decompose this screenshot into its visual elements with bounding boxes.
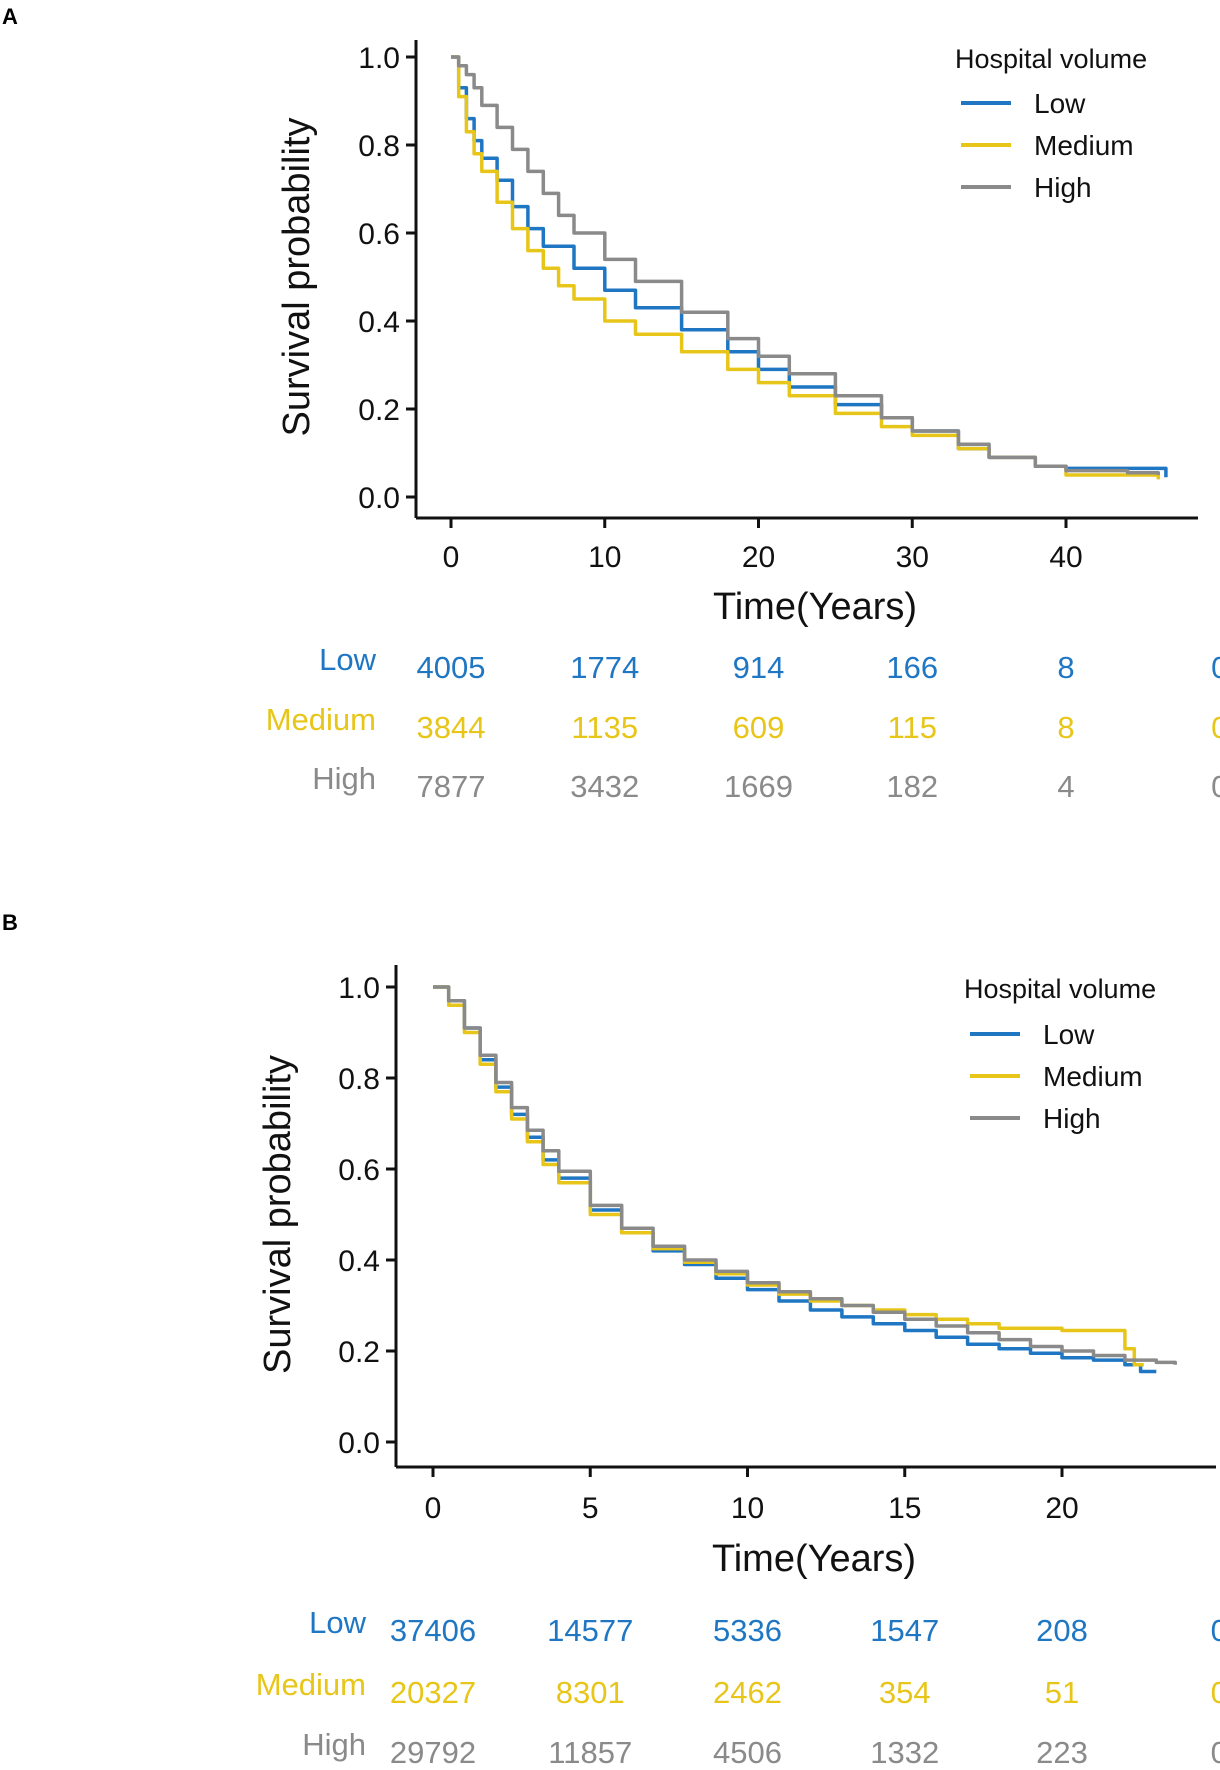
risk-count: 20327 — [390, 1675, 476, 1710]
risk-row-label-low: Low — [319, 642, 376, 677]
risk-row-label-low: Low — [309, 1605, 366, 1640]
y-axis-title: Survival probability — [257, 1055, 299, 1374]
y-tick-label: 0.6 — [338, 1154, 380, 1187]
risk-count: 8301 — [556, 1675, 625, 1710]
y-tick-label: 0.0 — [358, 482, 400, 515]
y-axis-title: Survival probability — [276, 118, 318, 437]
risk-count: 0 — [1211, 1735, 1220, 1770]
risk-row-label-high: High — [302, 1727, 366, 1762]
risk-count: 208 — [1036, 1613, 1088, 1648]
legend-label-low: Low — [1034, 88, 1086, 119]
panel-b: B0.00.20.40.60.81.00 5 10 15 20Time(Years)Su… — [2, 910, 1220, 1770]
legend-title: Hospital volume — [964, 974, 1156, 1004]
y-tick-label: 0.0 — [338, 1427, 380, 1460]
risk-count: 37406 — [390, 1613, 476, 1648]
risk-count: 8 — [1057, 710, 1074, 745]
risk-count: 166 — [886, 650, 938, 685]
x-axis-title: Time(Years) — [713, 586, 917, 628]
x-tick-label: 10 — [588, 541, 621, 574]
y-tick-label: 0.8 — [358, 130, 400, 163]
panel-a: A0.00.20.40.60.81.00 10 20 30 40Time(Years)S… — [2, 4, 1220, 804]
x-tick-label: 0 — [425, 1492, 442, 1525]
y-tick-label: 1.0 — [358, 42, 400, 75]
legend-title: Hospital volume — [955, 44, 1147, 74]
y-tick-label: 0.2 — [358, 394, 400, 427]
risk-count: 115 — [888, 710, 937, 745]
risk-count: 1332 — [870, 1735, 939, 1770]
risk-count: 51 — [1045, 1675, 1079, 1710]
risk-count: 29792 — [390, 1735, 476, 1770]
risk-count: 1135 — [571, 710, 638, 745]
risk-count: 11857 — [548, 1735, 632, 1770]
risk-count: 14577 — [547, 1613, 633, 1648]
legend-label-medium: Medium — [1043, 1061, 1143, 1092]
risk-count: 5336 — [713, 1613, 782, 1648]
risk-count: 914 — [733, 650, 785, 685]
risk-count: 4005 — [417, 650, 486, 685]
x-tick-label: 0 — [443, 541, 460, 574]
risk-count: 4 — [1057, 769, 1074, 804]
legend-label-high: High — [1034, 172, 1092, 203]
legend-label-low: Low — [1043, 1019, 1095, 1050]
risk-count: 4506 — [713, 1735, 782, 1770]
risk-count: 182 — [886, 769, 938, 804]
risk-row-label-medium: Medium — [266, 702, 376, 737]
x-tick-label: 5 — [582, 1492, 599, 1525]
x-tick-label: 15 — [888, 1492, 921, 1525]
risk-count: 1774 — [570, 650, 639, 685]
panel-label: B — [2, 910, 18, 935]
x-tick-label: 20 — [1045, 1492, 1078, 1525]
risk-count: 3432 — [570, 769, 639, 804]
x-tick-label: 40 — [1049, 541, 1082, 574]
legend-label-medium: Medium — [1034, 130, 1134, 161]
risk-count: 0 — [1211, 1675, 1220, 1710]
x-axis-title: Time(Years) — [712, 1538, 916, 1580]
risk-count: 2462 — [713, 1675, 782, 1710]
risk-count: 0 — [1211, 769, 1220, 804]
x-tick-label: 10 — [731, 1492, 764, 1525]
survival-curve-high — [451, 55, 1161, 475]
risk-count: 0 — [1211, 1613, 1220, 1648]
y-tick-label: 0.6 — [358, 218, 400, 251]
risk-count: 354 — [879, 1675, 931, 1710]
y-tick-label: 1.0 — [338, 972, 380, 1005]
risk-count: 1669 — [724, 769, 793, 804]
y-tick-label: 0.4 — [358, 306, 400, 339]
risk-count: 0 — [1211, 710, 1220, 745]
risk-row-label-high: High — [312, 761, 376, 796]
x-tick-label: 30 — [896, 541, 929, 574]
risk-count: 609 — [733, 710, 785, 745]
risk-count: 3844 — [417, 710, 486, 745]
risk-count: 0 — [1211, 650, 1220, 685]
survival-curve-medium — [451, 55, 1161, 480]
risk-count: 8 — [1057, 650, 1074, 685]
y-tick-label: 0.8 — [338, 1063, 380, 1096]
y-tick-label: 0.4 — [338, 1245, 380, 1278]
survival-curve-high — [433, 985, 1177, 1365]
survival-curve-medium — [433, 985, 1144, 1367]
risk-row-label-medium: Medium — [256, 1667, 366, 1702]
risk-count: 1547 — [870, 1613, 939, 1648]
x-tick-label: 20 — [742, 541, 775, 574]
panel-label: A — [2, 4, 18, 29]
y-tick-label: 0.2 — [338, 1336, 380, 1369]
risk-count: 223 — [1036, 1735, 1088, 1770]
legend-label-high: High — [1043, 1103, 1101, 1134]
risk-count: 7877 — [417, 769, 486, 804]
